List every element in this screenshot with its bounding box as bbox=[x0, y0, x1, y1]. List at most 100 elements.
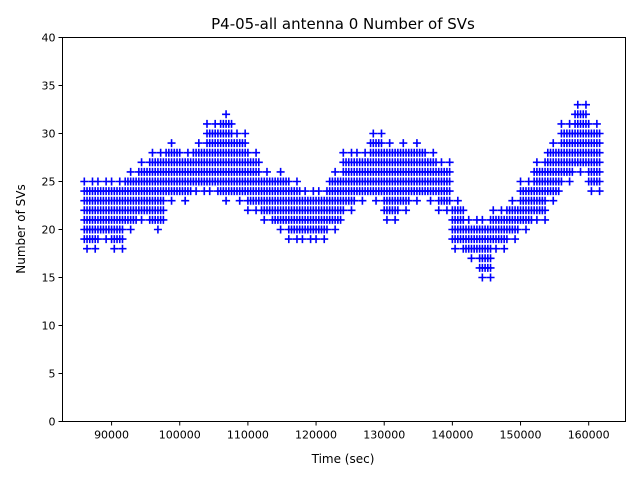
data-point bbox=[434, 206, 443, 215]
y-tick-label: 30 bbox=[42, 128, 56, 141]
x-axis-label: Time (sec) bbox=[311, 452, 375, 466]
data-point bbox=[595, 148, 604, 157]
y-tick-label: 15 bbox=[42, 272, 56, 285]
data-point bbox=[532, 215, 541, 224]
data-point bbox=[80, 177, 89, 186]
data-point bbox=[202, 119, 211, 128]
data-point bbox=[159, 215, 168, 224]
data-point bbox=[350, 196, 359, 205]
y-tick-label: 0 bbox=[49, 416, 56, 429]
data-point bbox=[243, 148, 252, 157]
data-point bbox=[437, 158, 446, 167]
data-point bbox=[581, 100, 590, 109]
data-point bbox=[181, 196, 190, 205]
data-point bbox=[167, 196, 176, 205]
data-point bbox=[467, 254, 476, 263]
y-tick-label: 35 bbox=[42, 80, 56, 93]
data-point bbox=[549, 139, 558, 148]
data-point bbox=[369, 129, 378, 138]
axes-frame bbox=[62, 37, 626, 422]
data-point bbox=[314, 187, 323, 196]
data-point bbox=[137, 215, 146, 224]
data-point bbox=[595, 167, 604, 176]
data-point bbox=[254, 167, 263, 176]
data-point bbox=[568, 167, 577, 176]
data-point bbox=[421, 148, 430, 157]
data-point bbox=[377, 139, 386, 148]
data-point bbox=[592, 119, 601, 128]
data-point bbox=[222, 110, 231, 119]
data-point bbox=[513, 225, 522, 234]
y-tick-label: 5 bbox=[49, 368, 56, 381]
data-point bbox=[541, 196, 550, 205]
data-point bbox=[276, 225, 285, 234]
data-point bbox=[159, 196, 168, 205]
data-point bbox=[137, 158, 146, 167]
data-point bbox=[241, 129, 250, 138]
data-point bbox=[445, 158, 454, 167]
y-tick-label: 40 bbox=[42, 32, 56, 45]
data-point bbox=[595, 139, 604, 148]
data-point bbox=[402, 206, 411, 215]
data-point bbox=[426, 196, 435, 205]
data-point bbox=[451, 244, 460, 253]
data-point bbox=[235, 196, 244, 205]
data-point bbox=[511, 235, 520, 244]
x-tick-label: 110000 bbox=[227, 429, 269, 442]
data-point bbox=[252, 148, 261, 157]
data-point bbox=[581, 110, 590, 119]
y-axis: 0 5 10 15 20 25 30 35 40 bbox=[42, 32, 63, 429]
data-point bbox=[382, 215, 391, 224]
data-point bbox=[194, 139, 203, 148]
scatter-points bbox=[80, 100, 604, 282]
data-point bbox=[486, 254, 495, 263]
data-point bbox=[126, 167, 135, 176]
data-point bbox=[486, 273, 495, 282]
data-point bbox=[292, 177, 301, 186]
data-point bbox=[93, 177, 102, 186]
data-point bbox=[153, 225, 162, 234]
y-tick-label: 10 bbox=[42, 320, 56, 333]
data-point bbox=[83, 244, 92, 253]
data-point bbox=[516, 177, 525, 186]
data-point bbox=[331, 225, 340, 234]
data-point bbox=[243, 206, 252, 215]
data-point bbox=[391, 215, 400, 224]
data-point bbox=[336, 215, 345, 224]
data-point bbox=[532, 158, 541, 167]
data-point bbox=[587, 187, 596, 196]
y-tick-label: 20 bbox=[42, 224, 56, 237]
data-point bbox=[222, 196, 231, 205]
data-point bbox=[352, 148, 361, 157]
data-point bbox=[148, 148, 157, 157]
data-point bbox=[118, 235, 127, 244]
data-point bbox=[284, 177, 293, 186]
data-point bbox=[521, 225, 530, 234]
data-point bbox=[445, 167, 454, 176]
data-point bbox=[107, 177, 116, 186]
data-point bbox=[595, 187, 604, 196]
data-point bbox=[445, 196, 454, 205]
data-point bbox=[554, 187, 563, 196]
data-point bbox=[412, 139, 421, 148]
x-tick-label: 90000 bbox=[94, 429, 129, 442]
data-point bbox=[502, 235, 511, 244]
data-point bbox=[118, 225, 127, 234]
data-point bbox=[284, 235, 293, 244]
data-point bbox=[262, 167, 271, 176]
data-point bbox=[412, 196, 421, 205]
data-point bbox=[167, 139, 176, 148]
data-point bbox=[301, 187, 310, 196]
x-axis: 90000 100000 110000 120000 130000 140000 15000… bbox=[94, 421, 610, 442]
data-point bbox=[404, 196, 413, 205]
data-point bbox=[557, 177, 566, 186]
data-point bbox=[445, 177, 454, 186]
data-point bbox=[478, 273, 487, 282]
data-point bbox=[254, 158, 263, 167]
data-point bbox=[175, 148, 184, 157]
data-point bbox=[541, 206, 550, 215]
data-point bbox=[118, 244, 127, 253]
data-point bbox=[91, 244, 100, 253]
data-point bbox=[227, 119, 236, 128]
data-point bbox=[159, 206, 168, 215]
